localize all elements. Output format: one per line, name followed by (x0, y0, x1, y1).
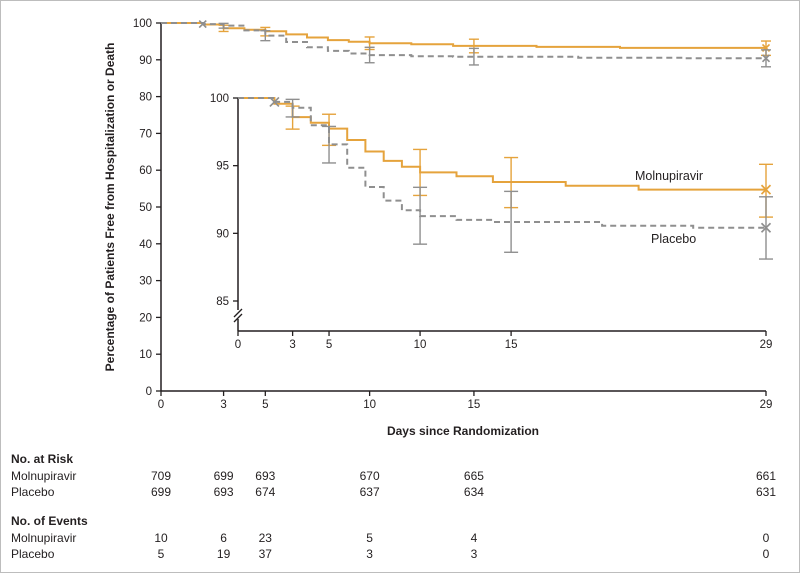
at-risk-value-molnupiravir-day-29: 661 (756, 469, 776, 483)
series-label-placebo: Placebo (651, 232, 696, 246)
molnupiravir-curve (161, 22, 766, 49)
at-risk-value-placebo-day-3: 693 (214, 485, 234, 499)
at-risk-value-molnupiravir-day-15: 665 (464, 469, 484, 483)
placebo-error-bar-day-10 (413, 186, 428, 245)
at-risk-row-label-molnupiravir: Molnupiravir (11, 469, 76, 483)
placebo-error-bar-day-10 (364, 46, 375, 64)
main-y-tick-label-70: 70 (139, 128, 152, 140)
main-x-tick-label-15: 15 (468, 399, 481, 411)
placebo-error-bar-day-3 (285, 98, 300, 118)
at-risk-value-placebo-day-15: 634 (464, 485, 484, 499)
events-value-placebo-day-5: 37 (259, 547, 273, 561)
placebo-error-bar-day-5 (322, 125, 337, 164)
main-y-tick-label-10: 10 (139, 349, 152, 361)
at-risk-title: No. at Risk (11, 452, 73, 466)
placebo-censor-mark-day-2 (269, 96, 280, 108)
inset-x-tick-label-5: 5 (326, 339, 332, 351)
events-row-label-molnupiravir: Molnupiravir (11, 531, 76, 545)
events-title: No. of Events (11, 514, 88, 528)
at-risk-value-placebo-day-10: 637 (360, 485, 380, 499)
at-risk-value-molnupiravir-day-10: 670 (360, 469, 380, 483)
main-x-tick-label-3: 3 (220, 399, 226, 411)
placebo-censor-mark-day-29 (760, 222, 772, 233)
placebo-censor-mark-day-2 (198, 19, 207, 29)
inset-x-tick-label-0: 0 (235, 339, 241, 351)
inset-x-tick-label-10: 10 (414, 339, 427, 351)
events-value-molnupiravir-day-0: 10 (154, 531, 168, 545)
placebo-error-bar-day-15 (468, 47, 479, 66)
events-row-label-placebo: Placebo (11, 547, 55, 561)
placebo-curve (238, 97, 766, 229)
at-risk-value-placebo-day-0: 699 (151, 485, 171, 499)
inset-x-tick-label-29: 29 (760, 339, 773, 351)
inset-y-tick-label-85: 85 (216, 296, 229, 308)
placebo-censor-mark-day-29 (761, 54, 771, 63)
main-y-tick-label-100: 100 (133, 18, 152, 30)
y-axis-label: Percentage of Patients Free from Hospita… (103, 43, 117, 372)
events-value-molnupiravir-day-29: 0 (763, 531, 770, 545)
events-value-molnupiravir-day-3: 6 (220, 531, 227, 545)
axis-break-mark (233, 308, 243, 318)
events-value-placebo-day-15: 3 (471, 547, 478, 561)
events-value-placebo-day-10: 3 (366, 547, 373, 561)
molnupiravir-curve (238, 97, 766, 191)
main-x-tick-label-10: 10 (363, 399, 376, 411)
main-x-tick-label-29: 29 (760, 399, 773, 411)
inset-x-tick-label-3: 3 (289, 339, 295, 351)
events-value-molnupiravir-day-15: 4 (471, 531, 478, 545)
at-risk-value-molnupiravir-day-5: 693 (255, 469, 275, 483)
placebo-error-bar-day-3 (218, 22, 229, 29)
inset-y-tick-label-90: 90 (216, 228, 229, 240)
at-risk-row-label-placebo: Placebo (11, 485, 55, 499)
inset-x-tick-label-15: 15 (505, 339, 518, 351)
main-y-tick-label-80: 80 (139, 92, 152, 104)
main-y-tick-label-40: 40 (139, 239, 152, 251)
main-x-tick-label-5: 5 (262, 399, 268, 411)
main-x-tick-label-0: 0 (158, 399, 164, 411)
placebo-curve (161, 22, 766, 60)
events-value-molnupiravir-day-5: 23 (259, 531, 273, 545)
series-label-molnupiravir: Molnupiravir (635, 169, 703, 183)
inset-plot: 85 90 95 100 0 3 5 10 15 29 (210, 93, 773, 351)
molnupiravir-censor-mark-day-29 (760, 184, 772, 195)
at-risk-value-molnupiravir-day-0: 709 (151, 469, 171, 483)
placebo-error-bar-day-5 (260, 30, 271, 42)
placebo-error-bar-day-15 (504, 190, 519, 253)
main-y-tick-label-0: 0 (146, 386, 152, 398)
main-y-tick-label-60: 60 (139, 165, 152, 177)
at-risk-value-molnupiravir-day-3: 699 (214, 469, 234, 483)
events-value-molnupiravir-day-10: 5 (366, 531, 373, 545)
axis-break-mark (233, 313, 243, 323)
at-risk-value-placebo-day-5: 674 (255, 485, 275, 499)
events-value-placebo-day-0: 5 (158, 547, 165, 561)
at-risk-value-placebo-day-29: 631 (756, 485, 776, 499)
events-value-placebo-day-3: 19 (217, 547, 231, 561)
events-value-placebo-day-29: 0 (763, 547, 770, 561)
main-y-tick-label-30: 30 (139, 276, 152, 288)
main-y-tick-label-20: 20 (139, 312, 152, 324)
inset-y-tick-label-95: 95 (216, 161, 229, 173)
inset-y-tick-label-100: 100 (210, 93, 229, 105)
main-y-tick-label-50: 50 (139, 202, 152, 214)
x-axis-label: Days since Randomization (387, 424, 539, 438)
main-y-tick-label-90: 90 (139, 55, 152, 67)
